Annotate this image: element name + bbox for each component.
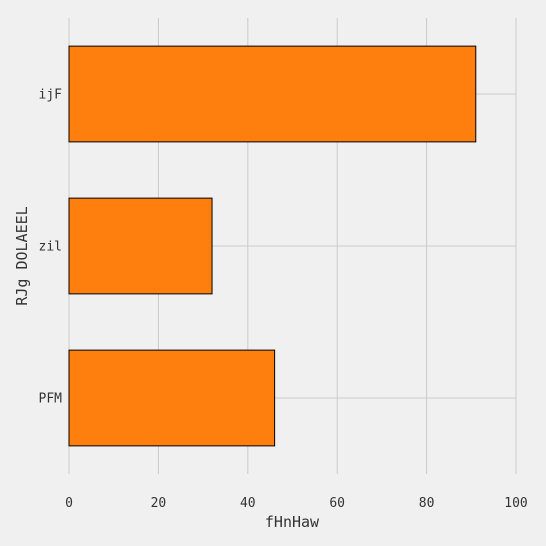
y-tick-label: ijF [39, 88, 63, 103]
bar-ijF [68, 45, 477, 143]
y-axis-label: RJg DOLAEEL [13, 206, 31, 305]
x-axis-label: fHnHaw [265, 513, 320, 531]
x-tick-label: 60 [329, 496, 345, 511]
x-tick-label: 40 [240, 496, 256, 511]
y-tick-label: PFM [39, 392, 63, 407]
y-tick-labels: ijF zil PFM [39, 88, 63, 407]
bars [68, 45, 477, 447]
x-tick-label: 80 [419, 496, 435, 511]
x-tick-label: 0 [65, 496, 73, 511]
bar-zil [68, 197, 213, 295]
bar-PFM [68, 349, 276, 447]
x-tick-labels: 0 20 40 60 80 100 [65, 496, 528, 511]
x-tick-label: 20 [151, 496, 167, 511]
y-tick-label: zil [39, 240, 62, 255]
x-tick-label: 100 [504, 496, 527, 511]
